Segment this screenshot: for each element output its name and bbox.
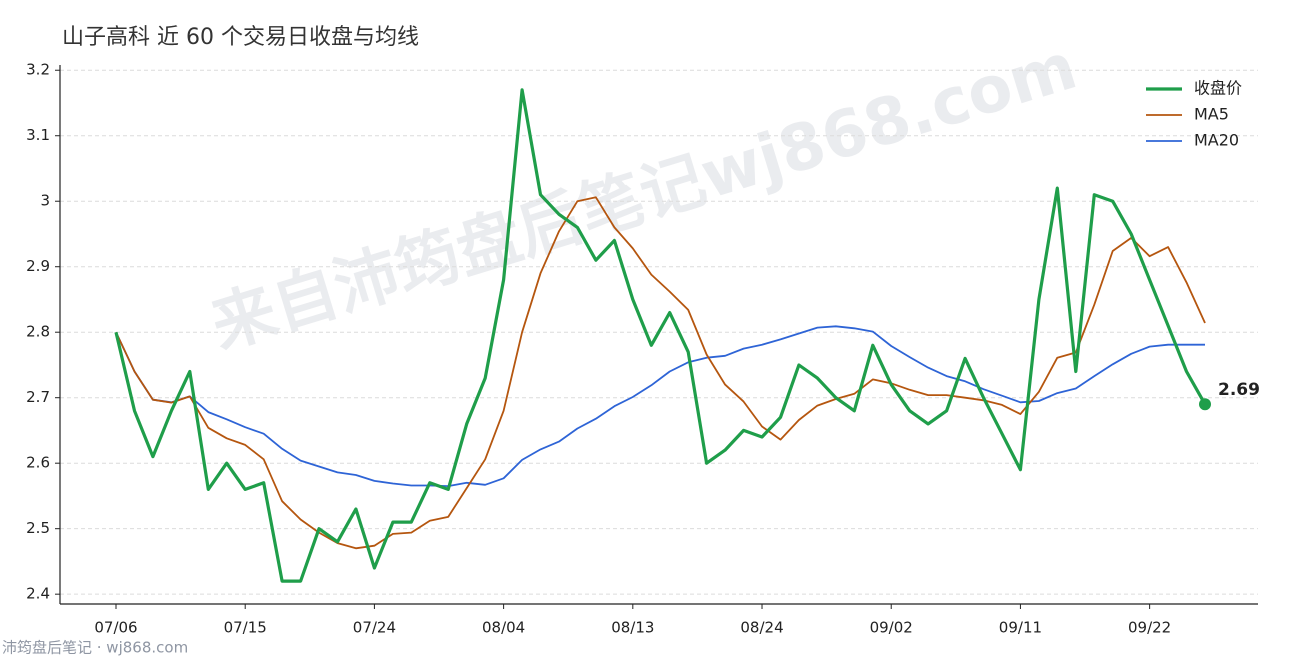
y-tick-label: 3 bbox=[40, 192, 50, 210]
watermark: 来自沛筠盘后笔记wj868.com bbox=[203, 30, 1085, 364]
legend-label: MA5 bbox=[1194, 105, 1229, 124]
legend-label: 收盘价 bbox=[1194, 79, 1242, 98]
y-tick-label: 2.8 bbox=[26, 323, 50, 341]
y-tick-label: 3.2 bbox=[26, 61, 50, 79]
series-line bbox=[114, 88, 1207, 583]
last-point bbox=[1199, 398, 1211, 411]
series-line bbox=[115, 325, 1205, 487]
x-tick-label: 09/11 bbox=[999, 619, 1042, 637]
x-tick-label: 08/13 bbox=[611, 619, 654, 637]
x-tick-label: 07/06 bbox=[94, 619, 137, 637]
x-tick-label: 07/24 bbox=[353, 619, 396, 637]
y-tick-label: 2.5 bbox=[26, 519, 50, 537]
x-tick-label: 07/15 bbox=[224, 619, 267, 637]
x-tick-label: 08/04 bbox=[482, 619, 525, 637]
x-tick-label: 08/24 bbox=[740, 619, 783, 637]
chart-title: 山子高科 近 60 个交易日收盘与均线 bbox=[62, 25, 419, 50]
y-tick-label: 2.4 bbox=[26, 585, 50, 603]
x-tick-label: 09/22 bbox=[1128, 619, 1171, 637]
y-tick-label: 2.7 bbox=[26, 388, 50, 406]
series-line bbox=[115, 196, 1206, 550]
footer: 沛筠盘后笔记 · wj868.com bbox=[2, 639, 188, 657]
x-tick-label: 09/02 bbox=[870, 619, 913, 637]
last-value-label: 2.69 bbox=[1218, 380, 1260, 400]
y-tick-label: 3.1 bbox=[26, 126, 50, 144]
y-tick-label: 2.9 bbox=[26, 257, 50, 275]
y-tick-label: 2.6 bbox=[26, 454, 50, 472]
legend-label: MA20 bbox=[1194, 131, 1239, 150]
